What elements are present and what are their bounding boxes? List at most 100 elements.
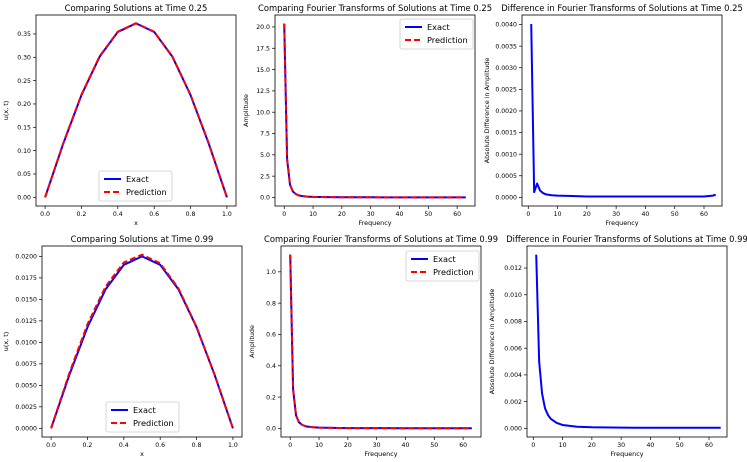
plot-frame — [41, 245, 243, 438]
plot-frame — [35, 14, 237, 207]
y-tick-label: 0.0035 — [495, 43, 517, 50]
y-tick-label: 0.15 — [17, 125, 31, 132]
series-line-prediction — [283, 23, 466, 199]
y-axis-label: Absolute Difference in Amplitude — [483, 58, 491, 164]
y-tick-label: 0.0200 — [15, 254, 37, 261]
x-tick-label: 1.0 — [222, 211, 232, 218]
x-tick-label: 0 — [288, 442, 292, 449]
x-tick-label: 20 — [344, 442, 352, 449]
x-tick-label: 10 — [315, 442, 323, 449]
chart-panel-6: Difference in Fourier Transforms of Solu… — [488, 234, 747, 458]
x-tick-label: 10 — [554, 211, 562, 218]
y-tick-label: 0.012 — [504, 265, 522, 272]
y-tick-label: 0.008 — [504, 319, 522, 326]
chart-panel-1: Comparing Solutions at Time 0.25 0.0 0.2 0.… — [2, 3, 237, 227]
x-tick-label: 60 — [705, 442, 713, 449]
legend-label: Exact — [126, 174, 150, 184]
y-tick-label: 0.0005 — [495, 173, 517, 180]
x-tick-label: 50 — [430, 442, 438, 449]
x-tick-label: 0.0 — [40, 211, 50, 218]
x-tick-label: 50 — [424, 211, 432, 218]
x-tick-label: 0.4 — [113, 211, 123, 218]
x-axis-label: x — [134, 219, 138, 227]
x-tick-label: 0.8 — [192, 442, 202, 449]
legend-label: Exact — [427, 22, 451, 32]
y-tick-label: 5.0 — [260, 152, 270, 159]
legend-label: Prediction — [126, 187, 167, 197]
y-tick-label: 20.0 — [256, 24, 270, 31]
y-tick-label: 0.010 — [504, 292, 522, 299]
y-tick-label: 0.0010 — [495, 151, 517, 158]
y-tick-label: 17.5 — [256, 45, 270, 52]
x-axis-label: Frequency — [364, 450, 397, 458]
y-tick-label: 0.004 — [504, 372, 522, 379]
x-tick-label: 60 — [459, 442, 467, 449]
x-tick-label: 0.8 — [186, 211, 196, 218]
y-tick-label: 0.000 — [504, 426, 522, 433]
series-line-difference — [530, 24, 716, 198]
y-axis-label: Amplitude — [242, 94, 250, 127]
x-tick-label: 60 — [700, 211, 708, 218]
plot-frame — [521, 14, 723, 207]
chart-title: Comparing Solutions at Time 0.25 — [65, 3, 208, 13]
chart-title: Comparing Fourier Transforms of Solution… — [258, 3, 492, 13]
y-tick-label: 0.0000 — [15, 426, 37, 433]
y-tick-label: 0.002 — [504, 399, 522, 406]
x-tick-label: 40 — [396, 211, 404, 218]
x-tick-label: 50 — [676, 442, 684, 449]
chart-title: Comparing Fourier Transforms of Solution… — [264, 234, 498, 244]
y-tick-label: 15.0 — [256, 67, 270, 74]
y-axis-label: u(x, t) — [2, 101, 10, 120]
x-tick-label: 40 — [641, 211, 649, 218]
series-line-exact — [283, 23, 466, 199]
y-tick-label: 0.0030 — [495, 65, 517, 72]
y-tick-label: 1.0 — [266, 269, 276, 276]
x-tick-label: 40 — [402, 442, 410, 449]
x-tick-label: 0 — [526, 211, 530, 218]
y-tick-label: 2.5 — [260, 173, 270, 180]
series-line-prediction — [50, 253, 234, 429]
y-axis-label: u(x, t) — [2, 332, 10, 351]
y-tick-label: 0.0175 — [15, 275, 37, 282]
y-tick-label: 0.0125 — [15, 318, 37, 325]
legend-label: Exact — [133, 405, 157, 415]
x-tick-label: 40 — [646, 442, 654, 449]
series-line-prediction — [289, 254, 472, 430]
y-tick-label: 0.0015 — [495, 130, 517, 137]
y-tick-label: 0.25 — [17, 78, 31, 85]
series-line-prediction — [44, 22, 228, 198]
y-tick-label: 0.0050 — [15, 383, 37, 390]
y-tick-label: 0.006 — [504, 345, 522, 352]
x-tick-label: 0.0 — [46, 442, 56, 449]
x-tick-label: 10 — [559, 442, 567, 449]
legend-label: Exact — [433, 254, 457, 264]
series-line-difference — [535, 254, 721, 429]
chart-title: Comparing Solutions at Time 0.99 — [71, 234, 214, 244]
plot-frame — [526, 245, 728, 438]
x-tick-label: 30 — [617, 442, 625, 449]
y-tick-label: 0.0040 — [495, 22, 517, 29]
y-tick-label: 0.0 — [266, 426, 276, 433]
plot-frame — [280, 245, 482, 438]
x-tick-label: 0 — [282, 211, 286, 218]
x-tick-label: 0.6 — [155, 442, 165, 449]
x-tick-label: 0 — [531, 442, 535, 449]
y-tick-label: 0.0 — [260, 195, 270, 202]
legend-label: Prediction — [427, 35, 468, 45]
x-axis-label: Frequency — [358, 219, 391, 227]
x-tick-label: 60 — [453, 211, 461, 218]
x-tick-label: 50 — [671, 211, 679, 218]
y-tick-label: 0.20 — [17, 101, 31, 108]
x-tick-label: 1.0 — [228, 442, 238, 449]
legend: Exact Prediction — [98, 170, 173, 202]
legend: Exact Prediction — [399, 18, 474, 50]
chart-title: Difference in Fourier Transforms of Solu… — [501, 3, 743, 13]
x-tick-label: 0.6 — [149, 211, 159, 218]
x-tick-label: 0.4 — [119, 442, 129, 449]
chart-panel-3: Difference in Fourier Transforms of Solu… — [483, 3, 743, 227]
x-tick-label: 20 — [338, 211, 346, 218]
y-tick-label: 0.0000 — [495, 195, 517, 202]
y-tick-label: 0.8 — [266, 300, 276, 307]
y-tick-label: 0.0075 — [15, 361, 37, 368]
